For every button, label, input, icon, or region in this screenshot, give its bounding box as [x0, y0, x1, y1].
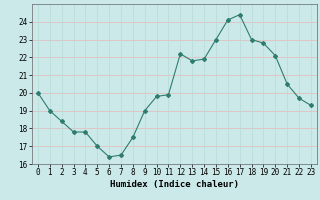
- X-axis label: Humidex (Indice chaleur): Humidex (Indice chaleur): [110, 180, 239, 189]
